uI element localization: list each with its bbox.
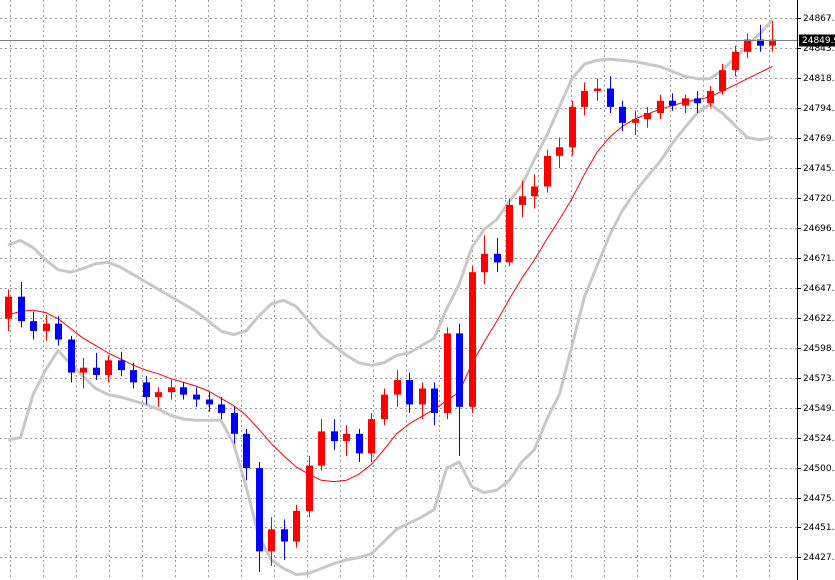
candle-body [419, 388, 426, 405]
candle-body [506, 204, 513, 263]
candle-body [243, 433, 250, 469]
candle-body [130, 370, 137, 383]
candle-body [143, 382, 150, 398]
candle-body [669, 100, 676, 106]
candle-body [769, 39, 776, 46]
candle-body [494, 253, 501, 263]
candle-body [80, 367, 87, 373]
candle-body [93, 367, 100, 376]
candle-body [206, 399, 213, 405]
candle-body [544, 155, 551, 187]
candle-body [331, 431, 338, 442]
candle-body [744, 39, 751, 52]
candle-body [55, 323, 62, 340]
candle-body [406, 379, 413, 405]
candle-body [306, 465, 313, 511]
grid [0, 0, 797, 580]
y-tick-label: 24720.60 [803, 194, 835, 204]
y-tick-label: 24573.60 [803, 374, 835, 384]
candle-body [707, 90, 714, 104]
candle-body [180, 387, 187, 395]
candle-body [431, 388, 438, 413]
candle-body [444, 333, 451, 413]
current-price-box [799, 34, 835, 47]
candle-body [168, 387, 175, 393]
candle-body [231, 412, 238, 434]
y-tick-label: 24427.30 [803, 553, 835, 563]
candle-body [356, 433, 363, 454]
candle-body [607, 88, 614, 107]
candle-body [281, 529, 288, 542]
candle-body [694, 98, 701, 104]
y-tick-label: 24451.80 [803, 523, 835, 533]
candle-body [632, 119, 639, 123]
y-tick-label: 24769.60 [803, 134, 835, 144]
candle-body [594, 88, 601, 91]
current-price-label: 24849.90 [802, 36, 835, 46]
candle-body [318, 431, 325, 466]
y-tick-label: 24794.10 [803, 104, 835, 114]
candle-body [581, 90, 588, 107]
candle-body [68, 339, 75, 373]
candle-body [368, 419, 375, 454]
y-tick-label: 24622.60 [803, 314, 835, 324]
candle-body [43, 323, 50, 331]
candle-body [381, 394, 388, 420]
candle-body [757, 39, 764, 46]
candle-body [456, 333, 463, 407]
candle-body [732, 51, 739, 71]
y-tick-label: 24524.60 [803, 434, 835, 444]
y-tick-label: 24745.10 [803, 164, 835, 174]
y-tick-label: 24549.10 [803, 404, 835, 414]
y-tick-label: 24500.10 [803, 464, 835, 474]
y-tick-label: 24671.60 [803, 254, 835, 264]
y-tick-label: 24475.60 [803, 494, 835, 504]
y-tick-label: 24818.60 [803, 74, 835, 84]
candle-body [519, 196, 526, 205]
candle-body [394, 379, 401, 395]
candle-body [30, 321, 37, 331]
candle-body [719, 70, 726, 91]
y-tick-label: 24696.10 [803, 224, 835, 234]
candle-body [155, 392, 162, 398]
candles [5, 21, 776, 573]
y-tick-label: 24647.10 [803, 284, 835, 294]
candle-body [18, 296, 25, 322]
lower-band [7, 102, 773, 577]
candle-body [105, 360, 112, 376]
candle-body [682, 98, 689, 106]
candle-body [569, 106, 576, 148]
candle-body [118, 360, 125, 371]
candle-body [268, 529, 275, 552]
candle-body [218, 404, 225, 413]
upper-band [7, 18, 774, 367]
y-tick-label: 24843.10 [803, 44, 835, 54]
y-tick-label: 24598.10 [803, 344, 835, 354]
candle-body [644, 113, 651, 120]
candle-body [256, 468, 263, 552]
candle-body [5, 296, 12, 319]
candle-body [193, 394, 200, 400]
candle-body [469, 272, 476, 407]
candle-body [556, 147, 563, 156]
candle-body [293, 510, 300, 542]
candle-body [619, 106, 626, 123]
candle-body [343, 433, 350, 442]
candle-body [531, 186, 538, 197]
candle-body [657, 100, 664, 114]
candle-body [481, 253, 488, 273]
y-tick-label: 24867.60 [803, 14, 835, 24]
